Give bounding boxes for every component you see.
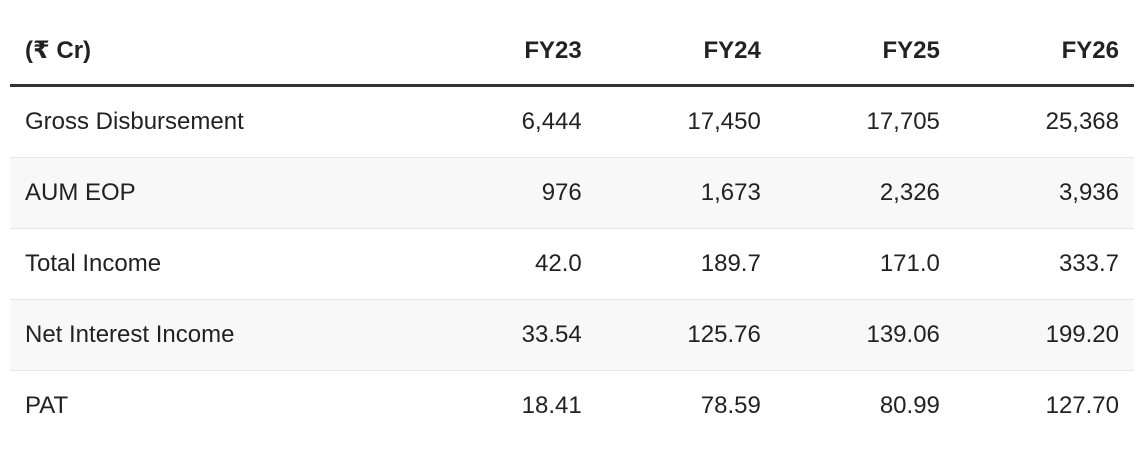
table-row: Net Interest Income 33.54 125.76 139.06 199.… (10, 299, 1134, 371)
value-cell: 6,444 (440, 85, 597, 158)
header-cell: FY25 (775, 17, 955, 87)
table-row: PAT 18.41 78.59 80.99 127.70 (10, 371, 1134, 442)
value-cell: 25,368 (954, 85, 1134, 158)
value-cell: 17,450 (596, 85, 776, 158)
header-row: (₹ Cr) FY23 FY24 FY25 FY26 (10, 17, 1134, 87)
value-cell: 125.76 (596, 299, 776, 371)
value-cell: 189.7 (596, 228, 776, 300)
value-cell: 1,673 (596, 157, 776, 229)
value-cell: 78.59 (700, 392, 761, 419)
data-table: (₹ Cr) FY23 FY24 FY25 FY26 Gross Disbursemen… (10, 17, 1134, 441)
value-cell: 17,705 (775, 85, 955, 158)
header-cell: (₹ Cr) (10, 17, 441, 87)
value-cell: 139.06 (775, 299, 955, 371)
header-cell: FY24 (596, 17, 776, 87)
row-label: AUM EOP (10, 157, 441, 229)
row-label: PAT (25, 392, 69, 419)
table-row: Gross Disbursement 6,444 17,450 17,705 25,36… (10, 85, 1134, 158)
value-cell: 18.41 (521, 392, 582, 419)
value-cell: 3,936 (954, 157, 1134, 229)
value-cell: 2,326 (775, 157, 955, 229)
value-cell: 199.20 (954, 299, 1134, 371)
row-label: Total Income (10, 228, 441, 300)
table-row: Total Income 42.0 189.7 171.0 333.7 (10, 228, 1134, 300)
value-cell: 976 (440, 157, 597, 229)
table-body: Gross Disbursement 6,444 17,450 17,705 25,36… (10, 85, 1134, 442)
row-label: Gross Disbursement (10, 85, 441, 158)
value-cell: 171.0 (775, 228, 955, 300)
header-cell: FY23 (440, 17, 597, 87)
row-label: Net Interest Income (10, 299, 441, 371)
table-row: AUM EOP 976 1,673 2,326 3,936 (10, 157, 1134, 229)
value-cell: 33.54 (440, 299, 597, 371)
value-cell: 42.0 (440, 228, 597, 300)
value-cell: 333.7 (954, 228, 1134, 300)
header-cell: FY26 (954, 17, 1134, 87)
value-cell: 80.99 (879, 392, 940, 419)
value-cell: 127.70 (1045, 392, 1119, 419)
